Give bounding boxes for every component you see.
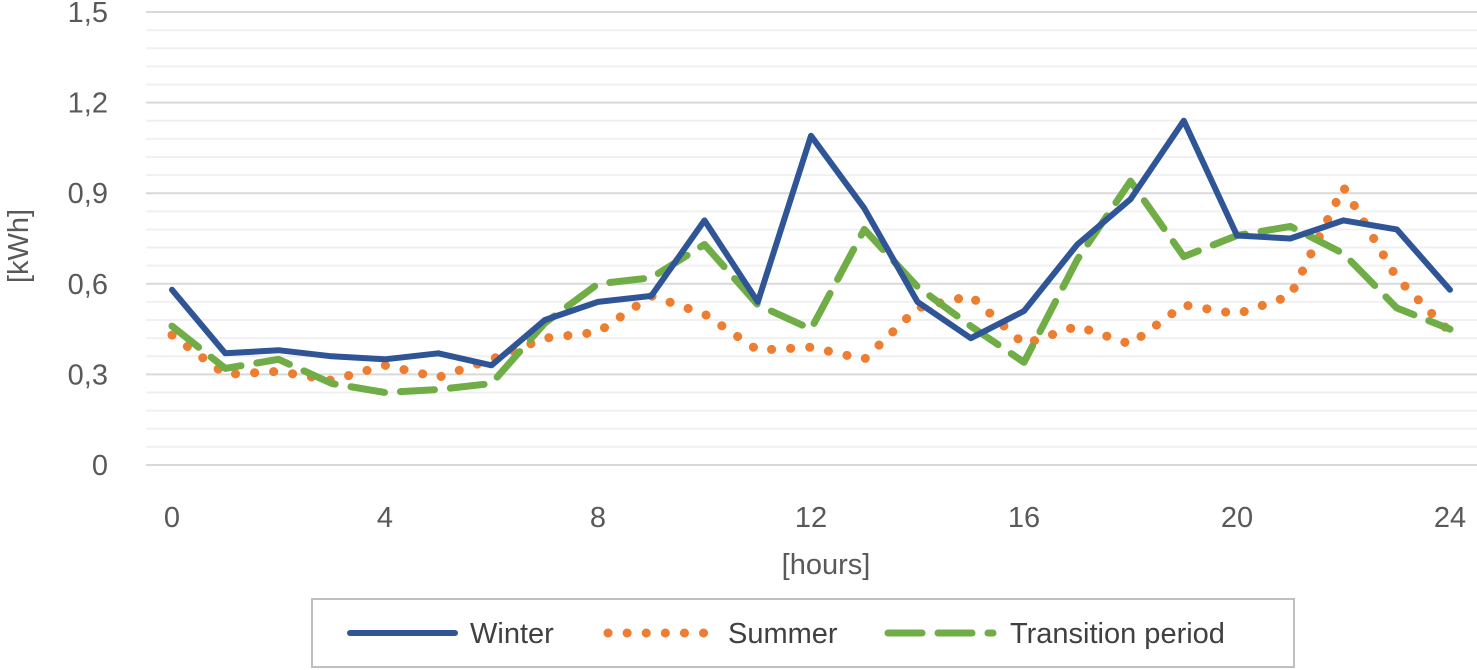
y-tick-label: 0 bbox=[92, 450, 108, 482]
y-axis-title: [kWh] bbox=[3, 209, 35, 283]
series-line-summer bbox=[167, 182, 1455, 385]
y-tick-label: 1,2 bbox=[68, 88, 108, 120]
y-tick-label: 0,3 bbox=[68, 359, 108, 391]
x-tick-label: 12 bbox=[795, 502, 827, 534]
series-lines bbox=[167, 117, 1455, 396]
x-axis-title: [hours] bbox=[782, 549, 871, 581]
series-line-winter bbox=[169, 117, 1453, 369]
y-tick-label: 0,6 bbox=[68, 269, 108, 301]
x-tick-label: 4 bbox=[377, 502, 393, 534]
legend-frame bbox=[311, 598, 1295, 668]
x-tick-label: 8 bbox=[590, 502, 606, 534]
x-tick-label: 16 bbox=[1008, 502, 1040, 534]
legend-label-summer: Summer bbox=[728, 618, 838, 650]
y-axis-ticks: 0 0,3 0,6 0,9 1,2 1,5 bbox=[68, 0, 108, 482]
x-axis-ticks: 0 4 8 12 16 20 24 bbox=[164, 502, 1466, 534]
x-tick-label: 0 bbox=[164, 502, 180, 534]
legend: Winter Summer Transition period bbox=[311, 598, 1295, 668]
y-tick-label: 0,9 bbox=[68, 178, 108, 210]
x-tick-label: 24 bbox=[1434, 502, 1466, 534]
legend-label-winter: Winter bbox=[470, 618, 554, 650]
legend-label-transition-period: Transition period bbox=[1010, 618, 1225, 650]
x-tick-label: 20 bbox=[1221, 502, 1253, 534]
y-tick-label: 1,5 bbox=[68, 0, 108, 29]
